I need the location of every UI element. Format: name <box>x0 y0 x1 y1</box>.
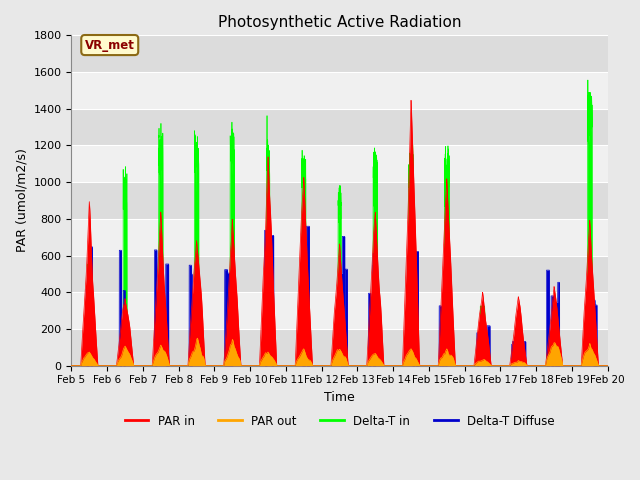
Bar <box>72 109 608 145</box>
Title: Photosynthetic Active Radiation: Photosynthetic Active Radiation <box>218 15 461 30</box>
Bar <box>72 145 608 182</box>
Y-axis label: PAR (umol/m2/s): PAR (umol/m2/s) <box>15 148 28 252</box>
Bar <box>72 219 608 255</box>
Legend: PAR in, PAR out, Delta-T in, Delta-T Diffuse: PAR in, PAR out, Delta-T in, Delta-T Dif… <box>120 410 559 432</box>
Bar <box>72 292 608 329</box>
Bar <box>72 329 608 366</box>
Bar <box>72 255 608 292</box>
X-axis label: Time: Time <box>324 391 355 404</box>
Bar <box>72 72 608 109</box>
Text: VR_met: VR_met <box>85 38 134 51</box>
Bar <box>72 182 608 219</box>
Bar <box>72 36 608 72</box>
